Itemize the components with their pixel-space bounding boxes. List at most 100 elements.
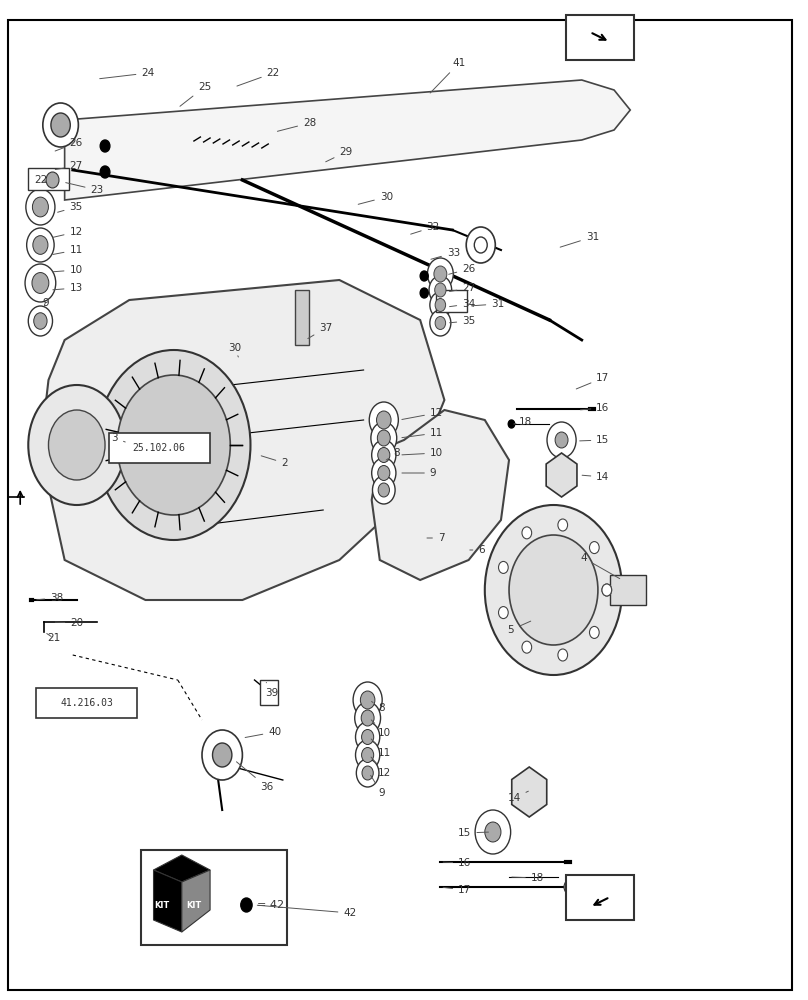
Circle shape: [485, 822, 501, 842]
Circle shape: [508, 420, 515, 428]
FancyBboxPatch shape: [36, 688, 137, 718]
Text: 9: 9: [371, 775, 385, 798]
Circle shape: [355, 702, 381, 734]
Bar: [566, 875, 634, 920]
Text: 12: 12: [371, 757, 391, 778]
Circle shape: [420, 288, 428, 298]
Text: 10: 10: [53, 265, 82, 275]
Text: 27: 27: [55, 161, 82, 171]
Circle shape: [377, 448, 389, 462]
Text: 18: 18: [514, 417, 532, 427]
Text: 23: 23: [65, 183, 103, 195]
Text: 26: 26: [55, 138, 82, 151]
Text: 28: 28: [277, 118, 316, 131]
Text: 31: 31: [471, 299, 504, 309]
Circle shape: [213, 743, 232, 767]
Circle shape: [356, 722, 380, 752]
Text: 13: 13: [53, 283, 82, 293]
Circle shape: [434, 266, 447, 282]
Circle shape: [361, 748, 373, 762]
Text: 14: 14: [507, 791, 528, 803]
Circle shape: [27, 228, 54, 262]
Circle shape: [241, 898, 252, 912]
Circle shape: [435, 283, 446, 297]
Text: 36: 36: [237, 762, 273, 792]
Bar: [141, 850, 287, 945]
Bar: [260, 680, 278, 705]
Text: 33: 33: [431, 248, 460, 259]
Circle shape: [602, 584, 612, 596]
Text: 11: 11: [53, 245, 82, 255]
Circle shape: [51, 113, 70, 137]
Text: 11: 11: [371, 739, 391, 758]
Circle shape: [429, 276, 452, 304]
Text: 14: 14: [582, 472, 609, 482]
Circle shape: [32, 273, 48, 293]
Text: 9: 9: [402, 468, 436, 478]
Text: 39: 39: [265, 682, 278, 698]
Circle shape: [555, 432, 568, 448]
Circle shape: [509, 535, 598, 645]
Circle shape: [97, 350, 250, 540]
Circle shape: [33, 236, 48, 254]
Text: 18: 18: [511, 873, 544, 883]
Text: 34: 34: [449, 299, 475, 309]
Text: KIT: KIT: [154, 900, 169, 910]
Text: 25.102.06: 25.102.06: [133, 443, 186, 453]
Text: 26: 26: [448, 264, 475, 274]
Circle shape: [377, 411, 391, 429]
Circle shape: [28, 385, 125, 505]
Text: 35: 35: [449, 316, 475, 326]
Text: 11: 11: [402, 428, 443, 438]
Circle shape: [547, 422, 576, 458]
Circle shape: [353, 682, 382, 718]
Text: 22: 22: [237, 68, 280, 86]
Circle shape: [372, 458, 396, 488]
Circle shape: [360, 691, 375, 709]
Circle shape: [202, 730, 242, 780]
Text: 25: 25: [180, 82, 211, 106]
Text: 3: 3: [112, 433, 125, 443]
Text: 20: 20: [55, 618, 83, 628]
Text: 16: 16: [443, 858, 471, 868]
Text: 17: 17: [443, 885, 471, 895]
Polygon shape: [182, 870, 210, 932]
Circle shape: [474, 237, 487, 253]
Circle shape: [100, 166, 110, 178]
Text: 2: 2: [261, 456, 288, 468]
Polygon shape: [154, 855, 210, 882]
Circle shape: [602, 584, 612, 596]
Circle shape: [117, 375, 230, 515]
Text: 24: 24: [99, 68, 154, 79]
Circle shape: [25, 264, 56, 302]
Bar: [436, 290, 467, 312]
Circle shape: [564, 880, 575, 894]
Bar: [28, 168, 69, 190]
Text: 15: 15: [458, 828, 489, 838]
Circle shape: [499, 607, 508, 619]
Circle shape: [361, 710, 374, 726]
Circle shape: [371, 422, 397, 454]
Circle shape: [430, 310, 451, 336]
Text: 41: 41: [430, 58, 465, 93]
Text: 35: 35: [57, 202, 82, 212]
Circle shape: [522, 641, 532, 653]
Circle shape: [361, 730, 373, 744]
Bar: [566, 15, 634, 60]
Circle shape: [499, 561, 508, 573]
Polygon shape: [372, 410, 509, 580]
Text: 42: 42: [257, 905, 356, 918]
Circle shape: [590, 542, 600, 554]
Circle shape: [435, 298, 446, 312]
Circle shape: [362, 766, 373, 780]
Bar: [295, 290, 309, 345]
Text: 10: 10: [402, 448, 443, 458]
Circle shape: [356, 759, 379, 787]
Text: 40: 40: [245, 727, 281, 737]
Polygon shape: [154, 870, 182, 932]
Circle shape: [466, 227, 495, 263]
Circle shape: [475, 810, 511, 854]
Circle shape: [32, 197, 48, 217]
Text: 5: 5: [507, 621, 531, 635]
Text: 12: 12: [402, 408, 443, 419]
